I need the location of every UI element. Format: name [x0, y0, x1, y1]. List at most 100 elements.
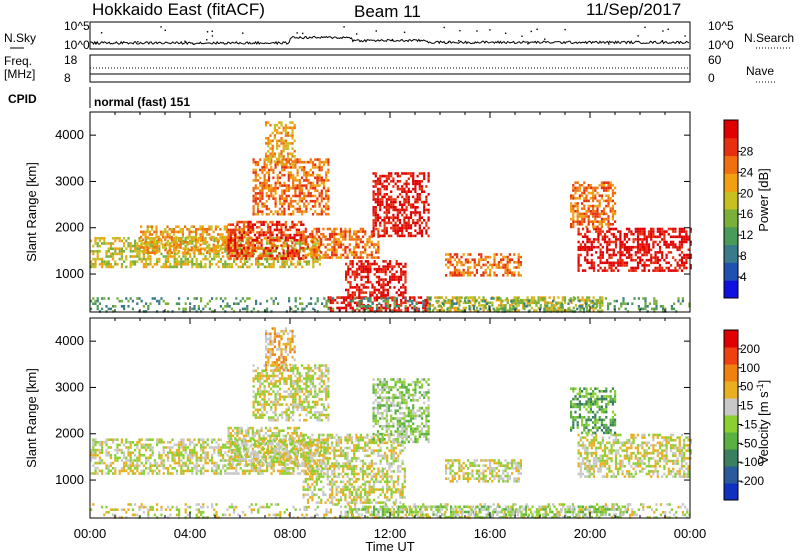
power-cell: [592, 240, 596, 244]
power-cell: [347, 265, 350, 268]
velocity-cell: [228, 467, 231, 470]
power-cell: [577, 253, 580, 257]
power-cell: [287, 189, 290, 193]
power-cell: [353, 286, 356, 289]
power-cell: [295, 254, 298, 258]
power-cell: [382, 288, 385, 292]
power-cell: [374, 182, 377, 186]
power-cell: [353, 301, 357, 305]
power-cell: [292, 179, 295, 182]
power-cell: [204, 263, 207, 266]
power-cell: [259, 176, 262, 180]
power-cell: [96, 252, 99, 256]
power-cell: [249, 231, 252, 234]
power-cell: [396, 172, 399, 175]
power-cell: [236, 244, 239, 247]
power-cell: [592, 207, 595, 210]
power-cell: [125, 257, 128, 261]
power-cell: [469, 266, 472, 269]
power-cell: [331, 256, 334, 259]
power-cell: [365, 297, 368, 300]
power-cell: [222, 263, 225, 266]
power-cell: [238, 236, 241, 239]
power-cell: [622, 302, 625, 305]
power-cell: [178, 255, 181, 258]
power-cell: [329, 296, 332, 299]
power-cell: [311, 184, 315, 187]
power-cell: [226, 263, 229, 266]
power-cell: [221, 243, 224, 247]
power-cell: [636, 266, 640, 270]
power-cell: [155, 228, 158, 231]
power-cell: [561, 306, 564, 310]
velocity-cell: [171, 459, 174, 462]
power-cell: [289, 126, 292, 130]
power-cell: [447, 258, 450, 261]
power-cell: [120, 252, 123, 256]
velocity-cell: [98, 469, 101, 473]
power-cell: [577, 232, 580, 236]
power-cell: [138, 237, 141, 240]
power-cell: [375, 248, 378, 252]
power-cell: [389, 260, 392, 263]
velocity-cell: [147, 438, 150, 441]
power-cell: [335, 238, 338, 241]
power-cell: [360, 301, 363, 305]
power-cell: [607, 194, 610, 197]
power-cell: [276, 144, 279, 148]
power-cell: [199, 251, 202, 254]
power-cell: [304, 243, 307, 246]
power-cell: [427, 216, 430, 219]
power-cell: [634, 230, 637, 233]
power-cell: [300, 189, 304, 193]
power-cell: [667, 269, 670, 272]
power-cell: [473, 298, 476, 302]
velocity-cell: [105, 454, 108, 457]
power-cell: [109, 265, 112, 269]
power-cell: [401, 195, 404, 199]
power-cell: [574, 204, 577, 208]
power-cell: [374, 174, 377, 178]
velocity-cell: [92, 438, 95, 441]
power-cell: [353, 293, 356, 297]
velocity-cell: [191, 461, 194, 465]
power-cell: [683, 227, 686, 231]
power-cell: [206, 230, 209, 234]
power-cell: [351, 299, 354, 303]
power-cell: [567, 307, 570, 311]
power-cell: [424, 306, 427, 310]
power-cell: [678, 227, 681, 231]
power-cell: [393, 299, 396, 303]
power-cell: [412, 187, 415, 191]
power-cell: [393, 275, 396, 279]
power-cell: [269, 241, 272, 245]
power-cell: [413, 298, 416, 302]
power-cell: [98, 244, 101, 248]
power-cell: [318, 250, 321, 253]
power-cell: [144, 243, 147, 247]
power-cell: [247, 249, 250, 252]
power-cell: [146, 243, 149, 247]
power-cell: [475, 263, 478, 267]
power-cell: [269, 160, 272, 163]
power-cell: [607, 186, 610, 190]
power-cell: [94, 265, 97, 269]
power-cell: [589, 212, 592, 216]
power-cell: [148, 233, 151, 236]
power-cell: [287, 212, 290, 216]
power-cell: [147, 255, 150, 258]
power-cell: [101, 307, 104, 311]
power-cell: [96, 244, 99, 248]
power-cell: [656, 243, 659, 246]
power-cell: [219, 260, 222, 263]
power-cell: [318, 184, 321, 187]
velocity-cell: [235, 464, 238, 467]
power-cell: [273, 155, 276, 158]
power-cell: [193, 250, 196, 253]
power-cell: [658, 264, 662, 267]
power-cell: [376, 216, 380, 219]
power-cell: [175, 241, 178, 244]
power-cell: [453, 268, 456, 272]
power-cell: [425, 221, 428, 225]
power-cell: [405, 195, 408, 199]
